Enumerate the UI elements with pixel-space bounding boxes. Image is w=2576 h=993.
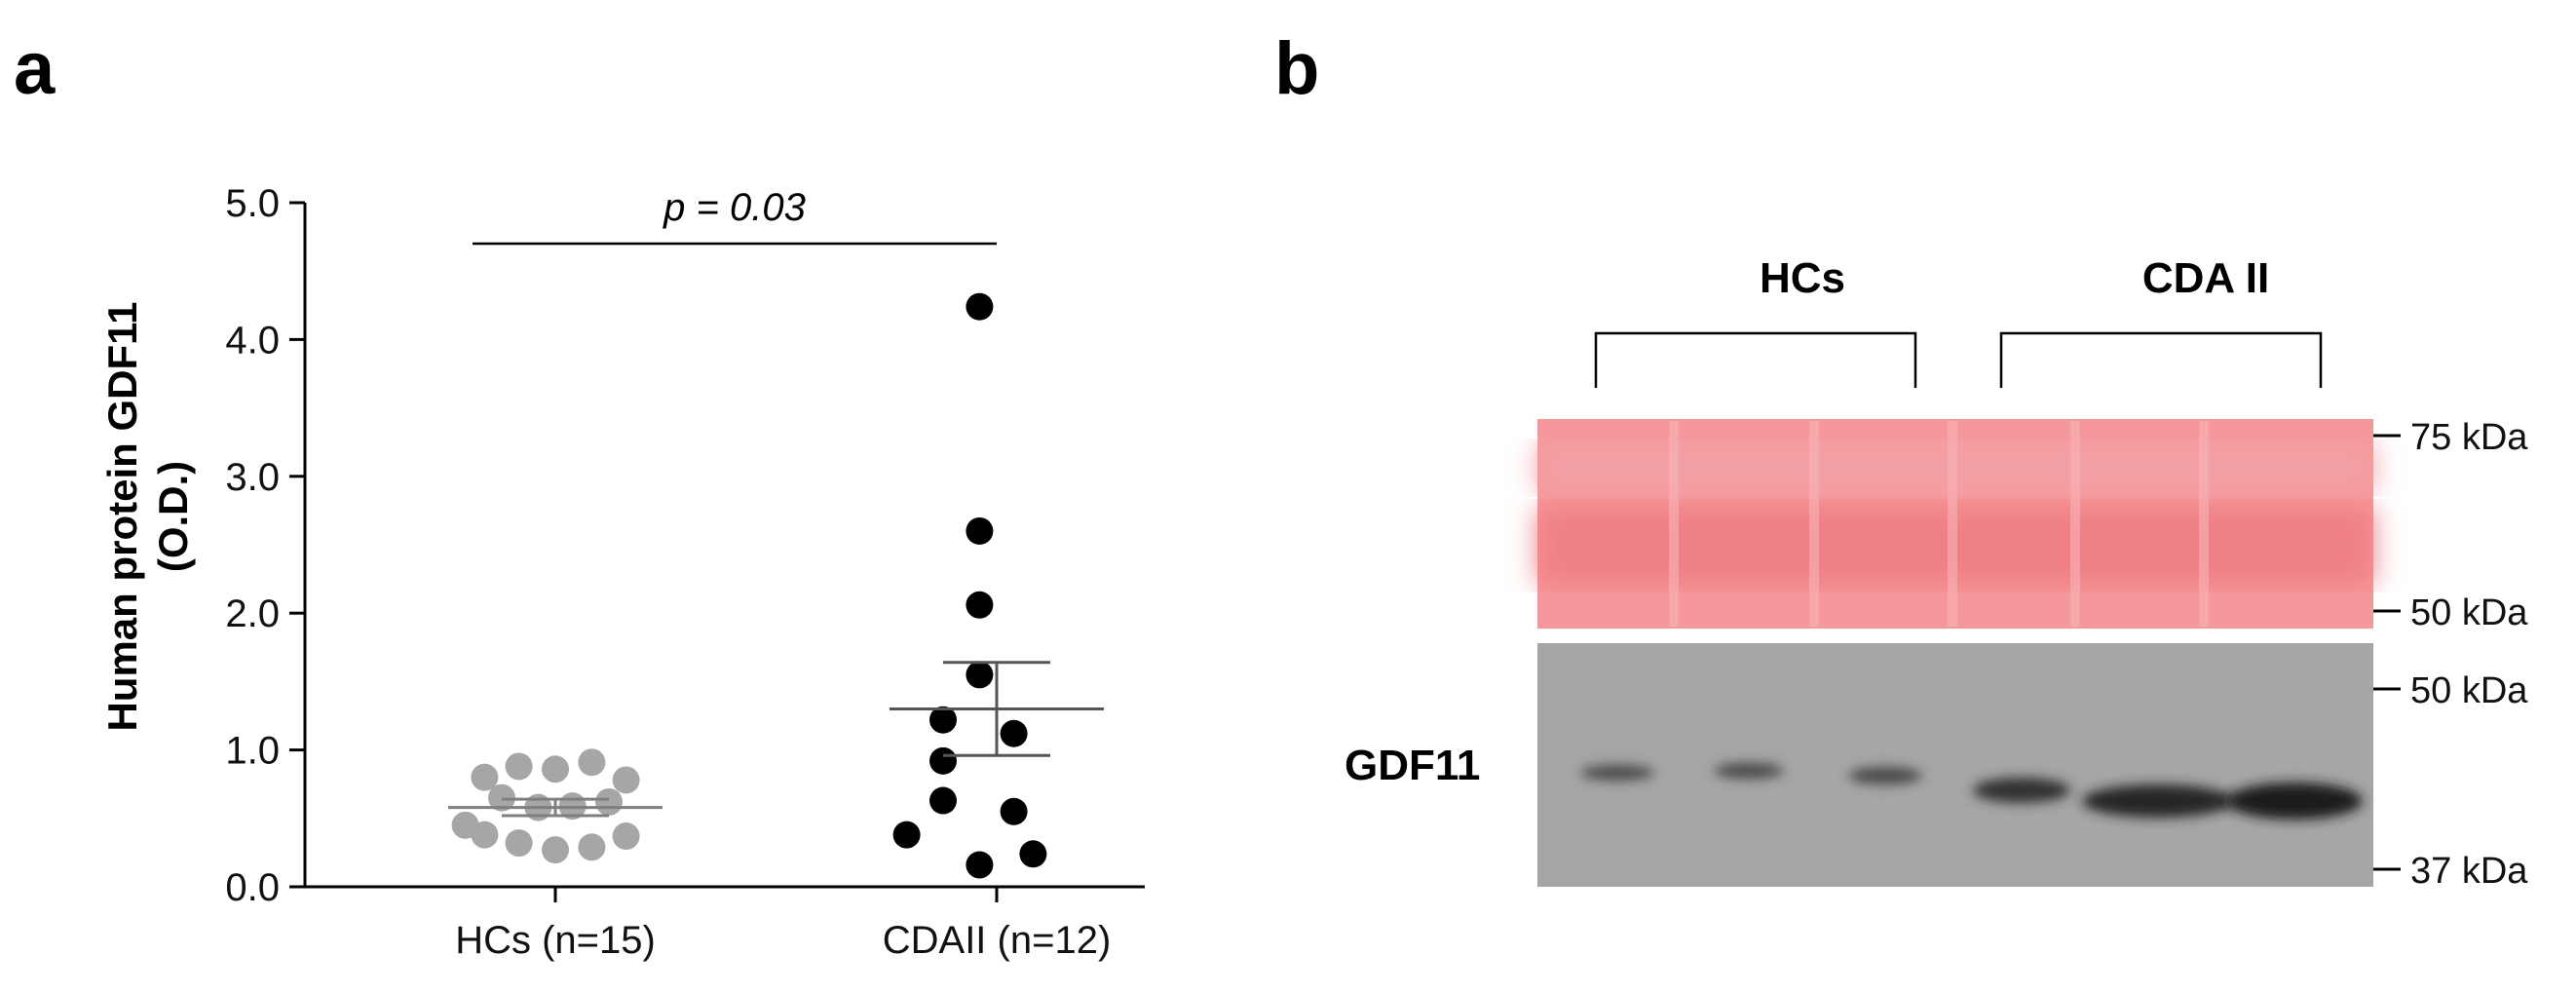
data-point bbox=[578, 833, 606, 861]
data-point bbox=[451, 811, 479, 839]
group-label-cdaii: CDA II bbox=[2142, 254, 2269, 302]
data-point bbox=[929, 706, 957, 734]
data-point bbox=[612, 766, 640, 794]
data-point bbox=[929, 746, 957, 775]
data-point bbox=[966, 292, 994, 321]
y-tick-label: 1.0 bbox=[225, 730, 280, 773]
x-axis: HCs (n=15) CDAII (n=12) bbox=[305, 885, 1145, 962]
data-point bbox=[892, 821, 921, 849]
data-point bbox=[612, 822, 640, 851]
mean-sem-bars bbox=[448, 661, 1104, 818]
band-cda-1 bbox=[1973, 778, 2070, 803]
band-hc-2 bbox=[1714, 763, 1784, 779]
gdf11-band-label: GDF11 bbox=[1345, 742, 1480, 789]
ponceau-stain-panel bbox=[1537, 419, 2373, 629]
y-tick-label: 5.0 bbox=[225, 182, 280, 225]
data-point bbox=[966, 516, 994, 545]
y-tick-label: 2.0 bbox=[225, 592, 280, 635]
y-tick-label: 0.0 bbox=[225, 866, 280, 909]
immunoblot-shading bbox=[1537, 643, 2373, 887]
y-tick-label: 4.0 bbox=[225, 319, 280, 362]
x-tick-label: CDAII (n=12) bbox=[883, 919, 1112, 962]
data-point bbox=[1000, 719, 1028, 747]
immunoblot-background bbox=[1537, 643, 2373, 887]
y-axis-title: Human protein GDF11 (O.D.) bbox=[99, 301, 196, 731]
data-point bbox=[471, 763, 499, 791]
band-hc-3 bbox=[1848, 767, 1922, 784]
data-point bbox=[542, 755, 569, 783]
x-tick-label: HCs (n=15) bbox=[455, 919, 656, 962]
data-point bbox=[578, 748, 606, 777]
data-point bbox=[542, 836, 569, 864]
data-point bbox=[966, 851, 994, 879]
y-tick-label: 3.0 bbox=[225, 456, 280, 499]
data-point bbox=[505, 829, 533, 858]
marker-50kda-bottom: 50 kDa bbox=[2410, 670, 2528, 711]
band-hc-1 bbox=[1580, 765, 1654, 781]
data-point bbox=[929, 786, 957, 815]
marker-37kda: 37 kDa bbox=[2410, 851, 2528, 892]
p-value-label: p = 0.03 bbox=[663, 186, 806, 229]
data-point bbox=[966, 591, 994, 619]
band-cda-3 bbox=[2226, 783, 2363, 820]
panel-a-label: a bbox=[14, 27, 56, 110]
bracket-hcs bbox=[1594, 331, 1917, 388]
marker-75kda: 75 kDa bbox=[2410, 417, 2528, 458]
y-axis-title-line-1: Human protein GDF11 bbox=[99, 301, 145, 731]
significance-annotation: p = 0.03 bbox=[473, 186, 997, 246]
gdf11-immunoblot-panel bbox=[1537, 643, 2373, 887]
marker-50kda-top: 50 kDa bbox=[2410, 592, 2528, 633]
data-point bbox=[966, 661, 994, 689]
data-point bbox=[595, 787, 623, 816]
group-label-hcs: HCs bbox=[1760, 254, 1845, 302]
scatter-plot: Human protein GDF11 (O.D.) 0.0 1.0 2.0 3.0 4… bbox=[99, 182, 1145, 962]
western-blot: HCs CDA II GDF11 75 kD bbox=[1345, 254, 2528, 892]
band-cda-2 bbox=[2082, 784, 2234, 818]
data-point bbox=[505, 752, 533, 781]
data-point bbox=[1019, 840, 1047, 868]
y-axis: 0.0 1.0 2.0 3.0 4.0 5.0 bbox=[225, 182, 307, 909]
data-point bbox=[1000, 797, 1028, 825]
y-axis-title-line-2: (O.D.) bbox=[150, 461, 196, 572]
bracket-cdaii bbox=[1999, 331, 2323, 388]
data-points bbox=[451, 292, 1047, 879]
panel-b-label: b bbox=[1274, 27, 1319, 110]
